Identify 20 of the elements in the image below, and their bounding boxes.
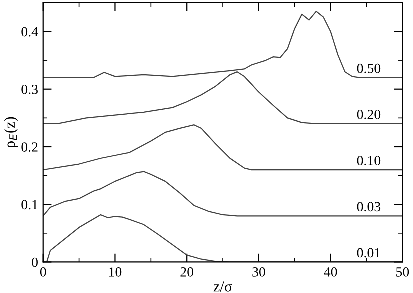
y-tick-label: 0.3: [22, 84, 38, 94]
line-series: [43, 124, 403, 171]
y-axis-title: ρ$_{E}$(z): [4, 117, 18, 148]
x-tick-label: 50: [396, 268, 410, 277]
series-label: 0.03: [357, 202, 381, 212]
x-tick-label: 30: [252, 268, 266, 277]
x-tick-label: 40: [324, 268, 338, 277]
series-label: 0.10: [357, 156, 381, 166]
series-label: 0.20: [357, 110, 381, 120]
y-tick-label: 0.1: [22, 200, 38, 210]
series-label: 0.01: [357, 248, 380, 258]
y-tick-label: 0: [32, 258, 38, 268]
x-tick-label: 10: [110, 268, 122, 277]
y-tick-label: 0.4: [22, 27, 38, 37]
x-tick-label: 0: [40, 268, 46, 277]
line-series: [43, 171, 403, 217]
series-label: 0.50: [357, 64, 381, 74]
y-tick-label: 0.2: [22, 142, 38, 152]
x-axis-title: z/σ: [214, 282, 232, 292]
x-tick-label: 20: [180, 268, 194, 277]
